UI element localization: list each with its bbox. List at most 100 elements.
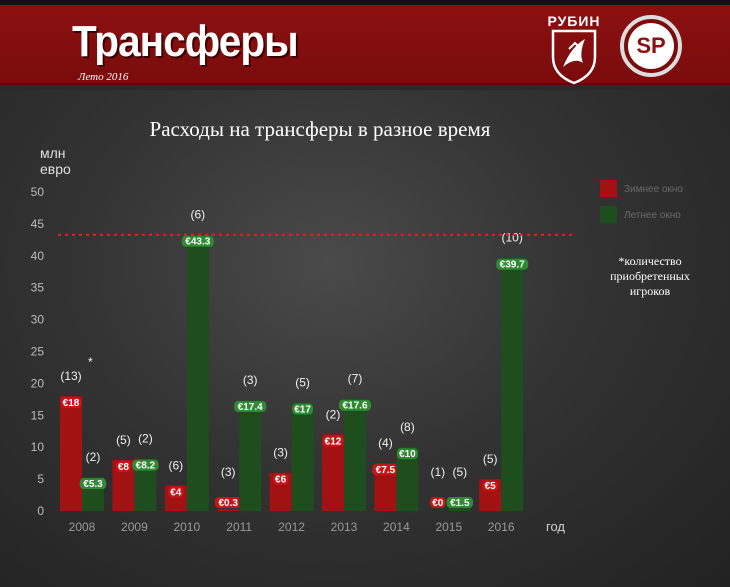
sp-logo: SP — [620, 15, 682, 77]
value-label-summer-2012: €17 — [294, 405, 311, 416]
y-tick-label: 40 — [31, 249, 45, 263]
value-label-winter-2011: €0.3 — [218, 498, 238, 509]
value-label-bg-summer-2012 — [292, 403, 313, 415]
value-label-bg-summer-2016 — [496, 258, 529, 270]
count-label-summer-2015: (5) — [452, 465, 467, 479]
count-label-summer-2011: (3) — [243, 373, 258, 387]
bar-winter-2009 — [112, 459, 135, 511]
value-label-summer-2015: €1.5 — [450, 498, 470, 509]
value-label-bg-summer-2010 — [181, 235, 214, 247]
x-tick-label: 2010 — [173, 520, 200, 534]
y-axis-label-line2: евро — [40, 161, 71, 177]
count-label-summer-2008: (2) — [86, 450, 101, 464]
count-label-summer-2016: (10) — [502, 231, 523, 245]
bar-summer-2010 — [186, 234, 209, 511]
value-label-summer-2009: €8.2 — [136, 461, 156, 472]
x-tick-label: 2008 — [69, 520, 96, 534]
count-label-summer-2010: (6) — [190, 208, 205, 222]
legend-label-summer: Летнее окно — [624, 210, 681, 221]
count-label-summer-2013: (7) — [348, 372, 363, 386]
x-tick-label: 2009 — [121, 520, 148, 534]
footnote-line2: приобретенных — [610, 269, 690, 283]
value-label-bg-summer-2009 — [132, 459, 159, 471]
y-tick-label: 5 — [37, 472, 44, 486]
bar-summer-2013 — [344, 398, 366, 511]
count-label-winter-2013: (2) — [326, 407, 341, 421]
bar-winter-2013 — [322, 434, 344, 511]
x-axis-ticks: 2008 2009 2010 2011 2012 2013 2014 2015 2016 — [69, 520, 515, 534]
count-label-winter-2008: (13) — [60, 369, 81, 383]
value-label-winter-2008: €18 — [63, 398, 80, 409]
x-tick-label: 2014 — [383, 520, 410, 534]
value-label-bg-winter-2010 — [168, 486, 184, 498]
value-label-summer-2008: €5.3 — [83, 479, 103, 490]
value-label-bg-summer-2014 — [397, 448, 418, 460]
count-label-winter-2016: (5) — [483, 452, 498, 466]
count-label-summer-2009: (2) — [138, 432, 153, 446]
x-tick-label: 2013 — [331, 520, 358, 534]
y-tick-label: 30 — [31, 313, 45, 327]
value-label-bg-winter-2012 — [273, 473, 289, 485]
value-label-bg-summer-2015 — [446, 497, 473, 508]
legend-swatch-summer — [600, 206, 617, 223]
legend: Зимнее окно Летнее окно — [600, 180, 683, 223]
value-label-winter-2009: €8 — [118, 462, 130, 473]
y-tick-label: 15 — [31, 408, 45, 422]
value-label-bg-winter-2015 — [430, 497, 446, 508]
value-label-summer-2014: €10 — [399, 449, 416, 460]
value-label-bg-winter-2014 — [372, 464, 399, 476]
bar-summer-2012 — [291, 402, 314, 511]
y-tick-label: 20 — [31, 376, 45, 390]
value-label-winter-2015: €0 — [432, 498, 444, 509]
bar-winter-2008 — [60, 396, 82, 511]
value-label-summer-2010: €43.3 — [185, 237, 210, 248]
chart-title: Расходы на трансферы в разное время — [150, 117, 491, 141]
value-label-summer-2011: €17.4 — [238, 402, 263, 413]
bars: €18 (13) €5.3 (2) €8 (5) €8.2 (2) €4 (6) €43.3 (6) €… — [60, 208, 529, 511]
value-label-bg-summer-2013 — [339, 399, 371, 411]
value-label-bg-winter-2008 — [60, 397, 82, 409]
value-label-summer-2013: €17.6 — [342, 401, 367, 412]
bar-summer-2014 — [396, 447, 419, 511]
value-label-winter-2013: €12 — [325, 436, 342, 447]
y-tick-label: 50 — [31, 185, 45, 199]
x-tick-label: 2011 — [226, 520, 252, 534]
value-label-bg-winter-2016 — [482, 480, 498, 492]
value-label-winter-2012: €6 — [275, 475, 287, 486]
count-label-winter-2010: (6) — [168, 458, 183, 472]
value-label-winter-2014: €7.5 — [376, 465, 396, 476]
count-label-winter-2009: (5) — [116, 433, 131, 447]
bar-summer-2016 — [501, 257, 524, 511]
legend-swatch-winter — [600, 180, 617, 197]
count-label-winter-2014: (4) — [378, 436, 393, 450]
value-label-summer-2016: €39.7 — [500, 260, 525, 271]
banner-title: Трансферы — [72, 17, 299, 66]
legend-label-winter: Зимнее окно — [624, 184, 683, 195]
footnote-line3: игроков — [630, 284, 671, 298]
count-label-summer-2014: (8) — [400, 420, 415, 434]
count-label-winter-2012: (3) — [273, 446, 288, 460]
footnote: *количество приобретенных игроков — [610, 254, 690, 298]
value-label-bg-winter-2011 — [215, 497, 242, 508]
value-label-bg-summer-2011 — [234, 400, 267, 412]
club-name: РУБИН — [547, 13, 601, 29]
count-label-winter-2011: (3) — [221, 465, 236, 479]
value-label-winter-2010: €4 — [170, 487, 182, 498]
y-tick-label: 10 — [31, 440, 45, 454]
banner-subtitle: Лето 2016 — [78, 71, 129, 83]
x-tick-label: 2016 — [488, 520, 515, 534]
bar-summer-2009 — [134, 458, 157, 511]
bar-winter-2011 — [217, 509, 240, 511]
x-tick-label: 2012 — [278, 520, 305, 534]
value-label-bg-summer-2008 — [79, 478, 107, 490]
y-axis-label-line1: млн — [40, 145, 66, 161]
y-tick-label: 45 — [31, 217, 45, 231]
top-strip — [0, 0, 730, 5]
count-label-winter-2015: (1) — [430, 465, 445, 479]
value-label-bg-winter-2013 — [322, 435, 344, 447]
sp-logo-text: SP — [628, 23, 674, 69]
footnote-marker: * — [88, 355, 93, 369]
y-tick-label: 35 — [31, 281, 45, 295]
club-crest-logo: РУБИН — [545, 13, 603, 85]
